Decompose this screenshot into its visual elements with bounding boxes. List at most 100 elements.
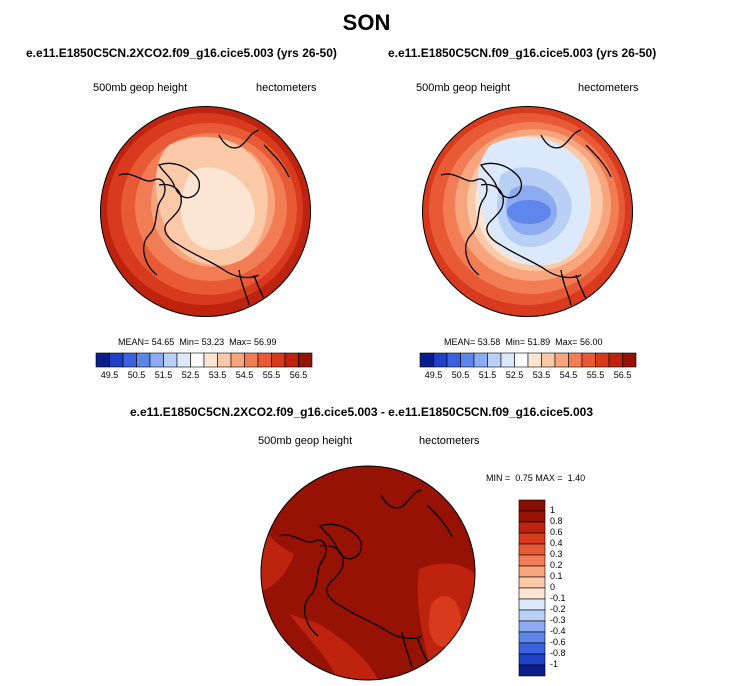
- difference-colorbar-swatch: [518, 587, 546, 600]
- panel2-colorbar-tick-label: 52.5: [505, 370, 524, 380]
- panel1-colorbar-tick-label: 53.5: [208, 370, 227, 380]
- difference-colorbar-tick-label: -0.4: [550, 626, 566, 636]
- panel2-colorbar-ticks: 49.5 50.5 51.5 52.5 53.5 54.5 55.5 56.5: [420, 370, 636, 382]
- difference-colorbar-tick-label: 0: [550, 582, 556, 592]
- panel1-stats: MEAN= 54.65 Min= 53.23 Max= 56.99: [118, 337, 277, 347]
- panel1-colorbar-swatch: [122, 352, 137, 368]
- panel2-colorbar-tick-label: 53.5: [532, 370, 551, 380]
- panel2-colorbar-swatch: [500, 352, 515, 368]
- panel1-colorbar-swatch: [149, 352, 164, 368]
- panel2-colorbar-swatch: [527, 352, 542, 368]
- panel1-colorbar-swatch: [271, 352, 286, 368]
- panel1-colorbar-swatch: [217, 352, 232, 368]
- difference-colorbar-swatch: [518, 576, 546, 589]
- panel1-colorbar-ticks: 49.5 50.5 51.5 52.5 53.5 54.5 55.5 56.5: [96, 370, 312, 382]
- difference-colorbar-swatch: [518, 521, 546, 534]
- panel1-colorbar-tick-label: 50.5: [127, 370, 146, 380]
- panel2-colorbar-swatch: [608, 352, 623, 368]
- difference-stats: MIN = 0.75 MAX = 1.40: [486, 473, 586, 483]
- panel2-stats: MEAN= 53.58 Min= 51.89 Max= 56.00: [444, 337, 603, 347]
- difference-colorbar-tick-label: -0.8: [550, 648, 566, 658]
- difference-units-label: hectometers: [419, 435, 480, 447]
- panel2-colorbar-swatch: [595, 352, 610, 368]
- difference-colorbar-swatch: [518, 664, 546, 677]
- panel2-colorbar-swatch: [541, 352, 556, 368]
- panel1-colorbar-swatch: [257, 352, 272, 368]
- panel1-colorbar-tick-label: 49.5: [100, 370, 119, 380]
- panel2-colorbar-swatch: [581, 352, 596, 368]
- panel2-units-label: hectometers: [578, 82, 639, 94]
- panel1-colorbar-swatch: [176, 352, 191, 368]
- difference-colorbar-swatch: [518, 609, 546, 622]
- difference-colorbar-tick-label: 0.3: [550, 549, 563, 559]
- panel2-colorbar-swatch: [460, 352, 475, 368]
- panel2-colorbar-swatch: [446, 352, 461, 368]
- panel2-colorbar-swatch: [514, 352, 529, 368]
- panel1-colorbar-tick-label: 54.5: [235, 370, 254, 380]
- difference-colorbar-swatch: [518, 554, 546, 567]
- difference-colorbar-swatch: [518, 653, 546, 666]
- panel1-colorbar-swatch: [190, 352, 205, 368]
- difference-colorbar-tick-label: 0.2: [550, 560, 563, 570]
- difference-variable-label: 500mb geop height: [258, 435, 353, 447]
- panel2-case-title: e.e11.E1850C5CN.f09_g16.cice5.003 (yrs 2…: [388, 46, 657, 60]
- figure-title: SON: [342, 10, 391, 35]
- panel1-colorbar: [95, 352, 313, 368]
- difference-colorbar-tick-label: -0.3: [550, 615, 566, 625]
- difference-colorbar-tick-label: -0.6: [550, 637, 566, 647]
- difference-colorbar-swatch: [518, 598, 546, 611]
- panel2-colorbar-tick-label: 51.5: [478, 370, 497, 380]
- panel2-colorbar-tick-label: 54.5: [559, 370, 578, 380]
- panel2-colorbar-tick-label: 56.5: [613, 370, 632, 380]
- panel1-colorbar-swatch: [136, 352, 151, 368]
- panel1-colorbar-tick-label: 51.5: [154, 370, 173, 380]
- panel2-colorbar-tick-label: 50.5: [451, 370, 470, 380]
- difference-colorbar: [518, 499, 546, 677]
- panel1-case-title: e.e11.E1850C5CN.2XCO2.f09_g16.cice5.003 …: [26, 46, 337, 60]
- difference-colorbar-tick-label: -1: [550, 659, 559, 669]
- panel1-colorbar-swatch: [203, 352, 218, 368]
- panel2-colorbar-tick-label: 55.5: [586, 370, 605, 380]
- panel1-colorbar-tick-label: 56.5: [289, 370, 308, 380]
- difference-case-title: e.e11.E1850C5CN.2XCO2.f09_g16.cice5.003 …: [130, 405, 593, 419]
- panel2-variable-label: 500mb geop height: [416, 82, 511, 94]
- panel1-colorbar-swatch: [284, 352, 299, 368]
- panel1-polar-map: [100, 106, 311, 317]
- panel2-colorbar: [419, 352, 637, 368]
- difference-colorbar-tick-label: 0.6: [550, 527, 563, 537]
- panel1-colorbar-tick-label: 52.5: [181, 370, 200, 380]
- difference-colorbar-swatch: [518, 631, 546, 644]
- panel1-colorbar-swatch: [109, 352, 124, 368]
- panel1-colorbar-swatch: [95, 352, 110, 368]
- difference-colorbar-tick-label: -0.2: [550, 604, 566, 614]
- panel2-colorbar-swatch: [419, 352, 434, 368]
- difference-colorbar-swatch: [518, 532, 546, 545]
- panel2-colorbar-swatch: [568, 352, 583, 368]
- difference-colorbar-ticks: 1 0.8 0.6 0.4 0.3 0.2 0.1 0 -0.1 -0.2 -0.3 -0.4 -0.6…: [548, 500, 588, 676]
- panel2-colorbar-swatch: [487, 352, 502, 368]
- panel1-units-label: hectometers: [256, 82, 317, 94]
- panel1-colorbar-swatch: [230, 352, 245, 368]
- difference-colorbar-swatch: [518, 642, 546, 655]
- difference-colorbar-tick-label: 0.4: [550, 538, 563, 548]
- panel2-colorbar-tick-label: 49.5: [424, 370, 443, 380]
- panel1-colorbar-swatch: [244, 352, 259, 368]
- panel2-colorbar-swatch: [554, 352, 569, 368]
- panel1-colorbar-tick-label: 55.5: [262, 370, 281, 380]
- panel2-colorbar-swatch: [473, 352, 488, 368]
- difference-polar-map: [260, 465, 476, 681]
- panel1-colorbar-swatch: [298, 352, 313, 368]
- panel2-colorbar-swatch: [433, 352, 448, 368]
- difference-colorbar-swatch: [518, 565, 546, 578]
- difference-colorbar-swatch: [518, 620, 546, 633]
- panel1-colorbar-swatch: [163, 352, 178, 368]
- panel1-variable-label: 500mb geop height: [93, 82, 188, 94]
- difference-colorbar-swatch: [518, 510, 546, 523]
- difference-colorbar-swatch: [518, 543, 546, 556]
- difference-colorbar-tick-label: 0.8: [550, 516, 563, 526]
- difference-colorbar-swatch: [518, 499, 546, 512]
- difference-colorbar-tick-label: -0.1: [550, 593, 566, 603]
- difference-colorbar-tick-label: 1: [550, 505, 556, 515]
- panel2-colorbar-swatch: [622, 352, 637, 368]
- panel2-polar-map: [422, 106, 633, 317]
